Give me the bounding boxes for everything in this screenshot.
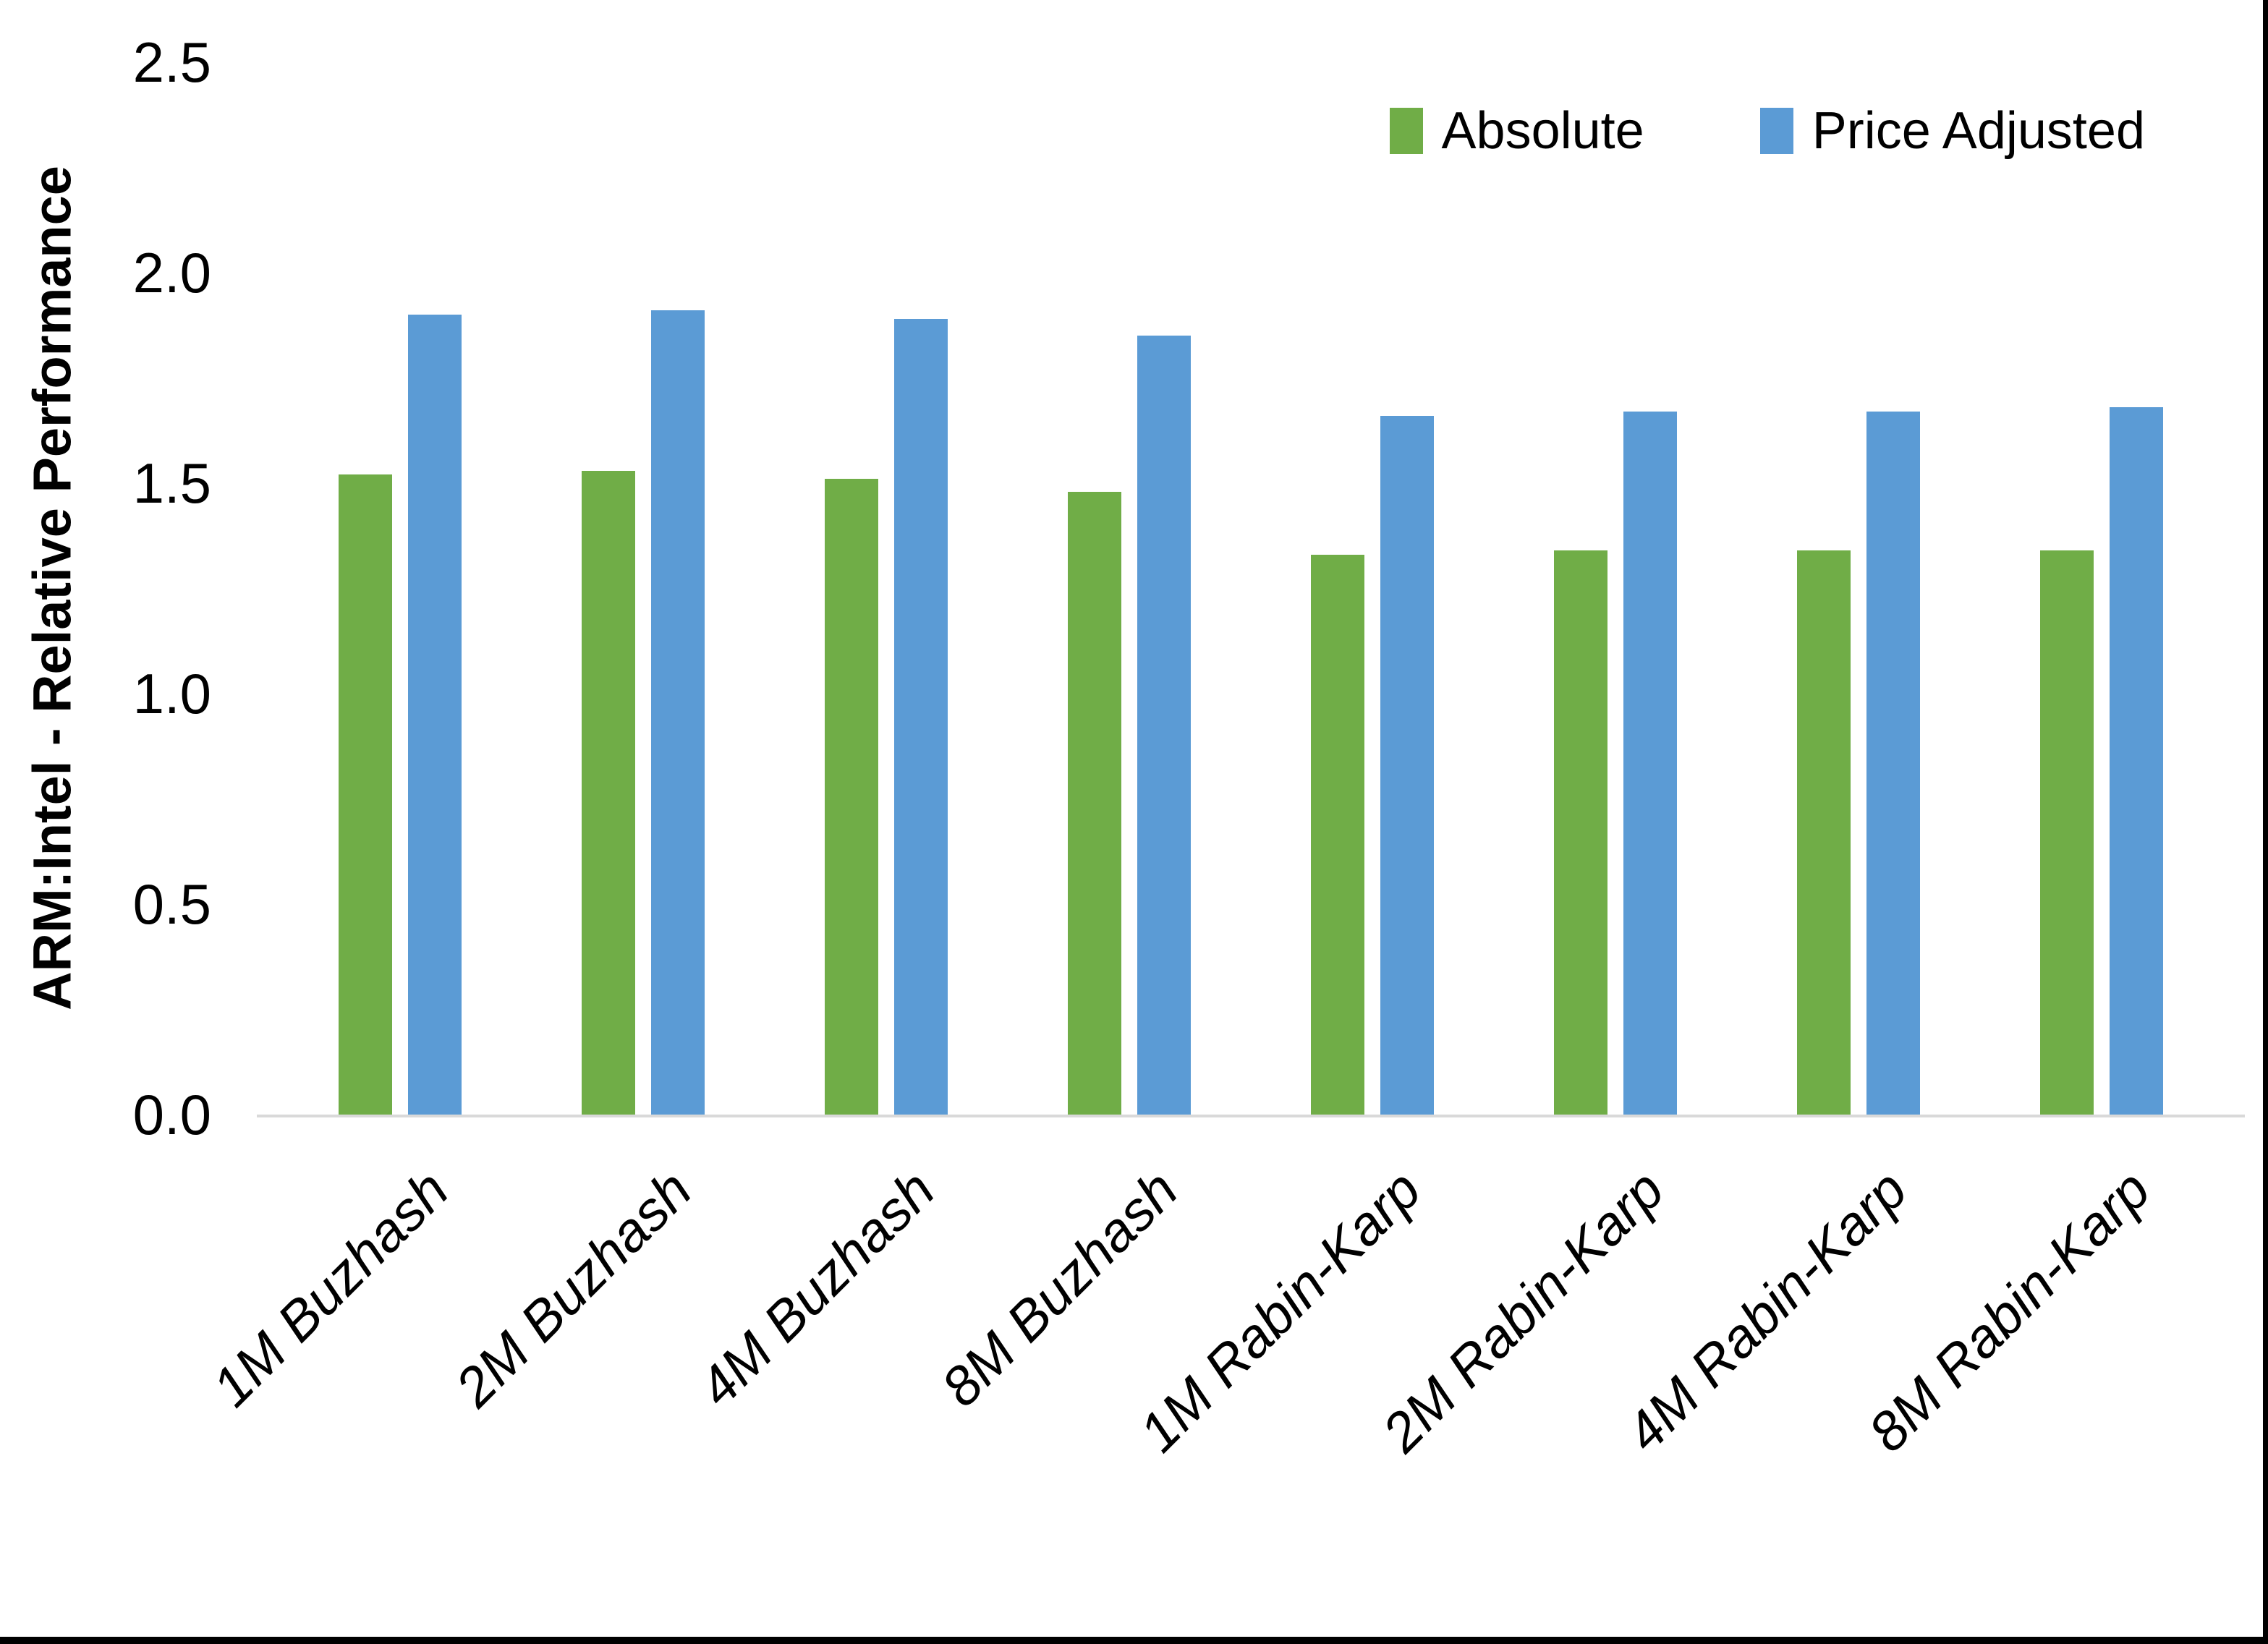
x-axis-label: 8M Buzhash xyxy=(930,1159,1190,1419)
legend: Absolute Price Adjusted xyxy=(1389,101,2145,161)
y-tick-label: 1.0 xyxy=(132,662,211,725)
bar-absolute xyxy=(1068,492,1121,1115)
bar-price-adjusted xyxy=(1137,336,1191,1115)
legend-label: Price Adjusted xyxy=(1812,102,2145,160)
bar-price-adjusted xyxy=(2110,407,2163,1115)
y-tick-label: 0.5 xyxy=(132,872,211,936)
y-tick-label: 0.0 xyxy=(132,1083,211,1146)
bar-price-adjusted xyxy=(1623,412,1677,1115)
legend-item: Absolute xyxy=(1389,101,1644,161)
bar-price-adjusted xyxy=(894,319,948,1115)
y-tick-label: 1.5 xyxy=(132,451,211,515)
bar-price-adjusted xyxy=(408,315,462,1115)
x-axis-label: 4M Buzhash xyxy=(687,1159,947,1419)
bar-absolute xyxy=(1797,550,1851,1115)
bar-price-adjusted xyxy=(651,310,705,1115)
x-axis-label: 2M Buzhash xyxy=(443,1159,704,1419)
frame-border-bottom xyxy=(0,1637,2268,1644)
legend-swatch-icon xyxy=(1759,108,1793,154)
legend-swatch-icon xyxy=(1389,108,1423,154)
y-tick-label: 2.0 xyxy=(132,241,211,304)
legend-label: Absolute xyxy=(1441,102,1644,160)
x-axis-line xyxy=(257,1115,2245,1117)
bar-absolute xyxy=(1311,555,1364,1115)
bar-absolute xyxy=(339,474,392,1115)
bar-absolute xyxy=(825,479,878,1115)
bar-absolute xyxy=(2040,550,2094,1115)
bar-price-adjusted xyxy=(1380,416,1434,1115)
bar-price-adjusted xyxy=(1866,412,1920,1115)
legend-item: Price Adjusted xyxy=(1759,101,2145,161)
bar-absolute xyxy=(582,471,635,1115)
bar-absolute xyxy=(1554,550,1607,1115)
x-axis-label: 1M Buzhash xyxy=(200,1159,461,1419)
y-tick-label: 2.5 xyxy=(132,30,211,94)
frame-border-right xyxy=(2263,0,2268,1644)
